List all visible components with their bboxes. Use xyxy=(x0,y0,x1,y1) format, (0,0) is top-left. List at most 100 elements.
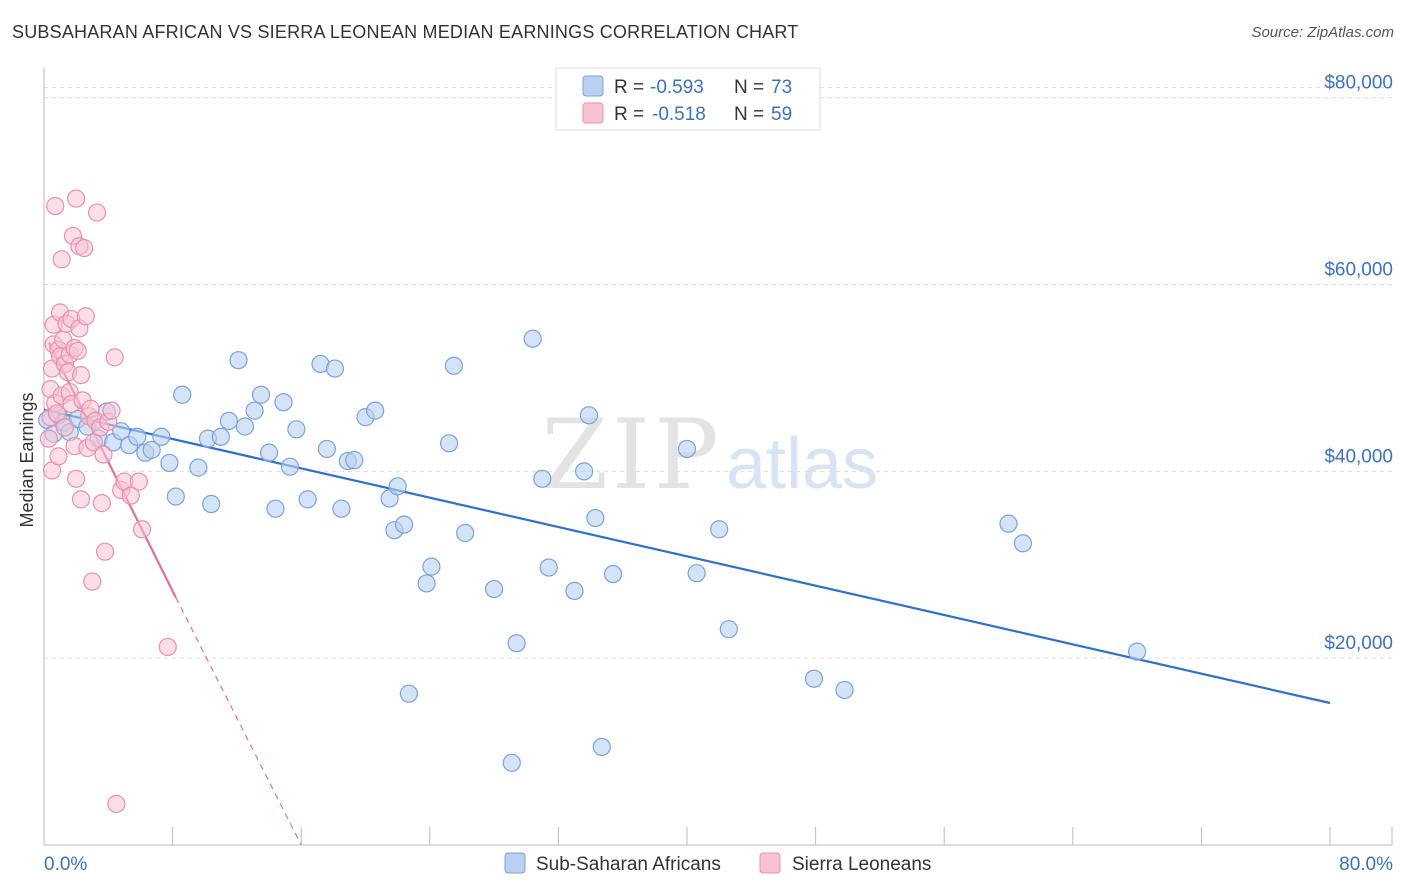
point-sub-saharan-african xyxy=(287,420,306,439)
point-sub-saharan-african xyxy=(259,443,279,462)
series-legend-swatch-blue xyxy=(504,852,526,874)
series-legend-swatch-pink xyxy=(759,852,781,874)
point-sierra-leonean xyxy=(75,238,94,258)
watermark-zip: ZIP xyxy=(541,399,722,511)
axes xyxy=(43,68,1393,846)
point-sub-saharan-african xyxy=(112,422,131,441)
point-sierra-leonean xyxy=(121,486,140,505)
point-sierra-leonean xyxy=(76,307,95,326)
point-sierra-leonean xyxy=(49,447,68,466)
point-sierra-leonean xyxy=(83,572,102,591)
correlation-legend: R = -0.593 N = 73 R = -0.518 N = 59 xyxy=(555,67,821,131)
point-sub-saharan-african xyxy=(128,427,147,446)
y-tick-label: $40,000 xyxy=(1324,446,1393,467)
point-sierra-leonean xyxy=(39,429,58,448)
point-sierra-leonean xyxy=(68,341,87,360)
point-sub-saharan-african xyxy=(417,574,436,593)
point-sub-saharan-african xyxy=(603,564,623,584)
point-sub-saharan-african xyxy=(388,477,407,496)
legend-swatch-blue xyxy=(582,75,604,97)
legend-n-value-pink: 59 xyxy=(771,104,792,125)
point-sierra-leonean xyxy=(92,494,111,513)
series-legend-label-pink: Sierra Leoneans xyxy=(792,854,931,875)
point-sierra-leonean xyxy=(107,794,126,813)
point-sierra-leonean xyxy=(71,490,91,509)
point-sierra-leonean xyxy=(87,203,107,222)
x-tick-label-max: 80.0% xyxy=(1339,854,1393,875)
point-sub-saharan-african xyxy=(439,434,459,453)
y-tick-label: $80,000 xyxy=(1324,73,1393,94)
legend-r-label-blue: R = xyxy=(614,77,644,98)
point-sub-saharan-african xyxy=(166,487,185,506)
point-sub-saharan-african xyxy=(229,351,248,370)
point-sub-saharan-african xyxy=(245,401,264,420)
point-sub-saharan-african xyxy=(332,499,351,518)
point-sub-saharan-african xyxy=(502,753,521,772)
series-legend: Sub-Saharan Africans Sierra Leoneans xyxy=(504,852,931,875)
point-sub-saharan-african xyxy=(1127,642,1147,661)
point-sub-saharan-african xyxy=(399,684,419,703)
point-sierra-leonean xyxy=(94,445,113,464)
legend-r-label-pink: R = xyxy=(614,104,644,125)
point-sierra-leonean xyxy=(46,196,65,216)
point-sub-saharan-african xyxy=(211,427,230,446)
point-sub-saharan-african xyxy=(456,523,475,543)
point-sub-saharan-african xyxy=(677,439,697,459)
point-sub-saharan-african xyxy=(592,737,611,757)
points-sierra-leoneans xyxy=(39,189,177,813)
point-sierra-leonean xyxy=(95,542,115,561)
point-sub-saharan-african xyxy=(539,558,558,577)
point-sierra-leonean xyxy=(102,401,121,420)
legend-r-value-pink: -0.518 xyxy=(652,104,706,125)
point-sub-saharan-african xyxy=(719,620,738,639)
point-sub-saharan-african xyxy=(579,406,599,425)
point-sierra-leonean xyxy=(71,366,91,385)
point-sub-saharan-african xyxy=(523,329,542,348)
point-sierra-leonean xyxy=(52,250,71,269)
point-sub-saharan-african xyxy=(142,440,161,459)
legend-r-value-blue: -0.593 xyxy=(650,77,704,98)
point-sub-saharan-african xyxy=(687,564,706,583)
point-sub-saharan-african xyxy=(266,499,285,518)
point-sub-saharan-african xyxy=(1013,534,1033,553)
watermark: ZIP atlas xyxy=(541,399,878,511)
legend-n-label-pink: N = xyxy=(734,104,764,125)
point-sierra-leonean xyxy=(55,418,74,437)
x-tick-label-min: 0.0% xyxy=(44,854,87,875)
point-sub-saharan-african xyxy=(507,634,526,653)
trend-line-pink-extension xyxy=(175,597,302,846)
point-sub-saharan-african xyxy=(804,669,824,688)
point-sierra-leonean xyxy=(158,637,177,657)
chart-title: SUBSAHARAN AFRICAN VS SIERRA LEONEAN MED… xyxy=(12,22,799,42)
point-sub-saharan-african xyxy=(280,457,300,476)
point-sub-saharan-african xyxy=(586,508,605,528)
point-sub-saharan-african xyxy=(325,359,345,378)
point-sub-saharan-african xyxy=(533,469,552,488)
point-sub-saharan-african xyxy=(999,514,1018,533)
point-sub-saharan-african xyxy=(160,453,179,473)
point-sub-saharan-african xyxy=(575,462,594,481)
legend-n-value-blue: 73 xyxy=(771,77,792,98)
point-sierra-leonean xyxy=(67,189,86,208)
point-sub-saharan-african xyxy=(565,581,584,601)
trend-line-blue xyxy=(43,408,1331,705)
point-sub-saharan-african xyxy=(274,393,293,412)
y-tick-labels: $20,000 $40,000 $60,000 $80,000 xyxy=(1324,73,1393,654)
point-sierra-leonean xyxy=(129,472,148,491)
point-sub-saharan-african xyxy=(394,515,414,534)
point-sub-saharan-african xyxy=(485,579,504,599)
y-axis-label: Median Earnings xyxy=(17,392,37,527)
y-tick-label: $20,000 xyxy=(1324,633,1393,654)
point-sierra-leonean xyxy=(47,404,66,423)
gridlines xyxy=(44,87,1392,659)
point-sub-saharan-african xyxy=(444,356,464,375)
trend-line-sub-saharan-africans xyxy=(43,408,1331,705)
point-sub-saharan-african xyxy=(835,680,854,700)
point-sub-saharan-african xyxy=(317,439,337,459)
legend-swatch-pink xyxy=(582,102,604,124)
point-sub-saharan-african xyxy=(202,494,221,514)
point-sierra-leonean xyxy=(67,469,86,488)
point-sierra-leonean xyxy=(132,520,152,539)
points-sub-saharan-africans xyxy=(38,329,1147,772)
point-sub-saharan-african xyxy=(422,557,441,576)
